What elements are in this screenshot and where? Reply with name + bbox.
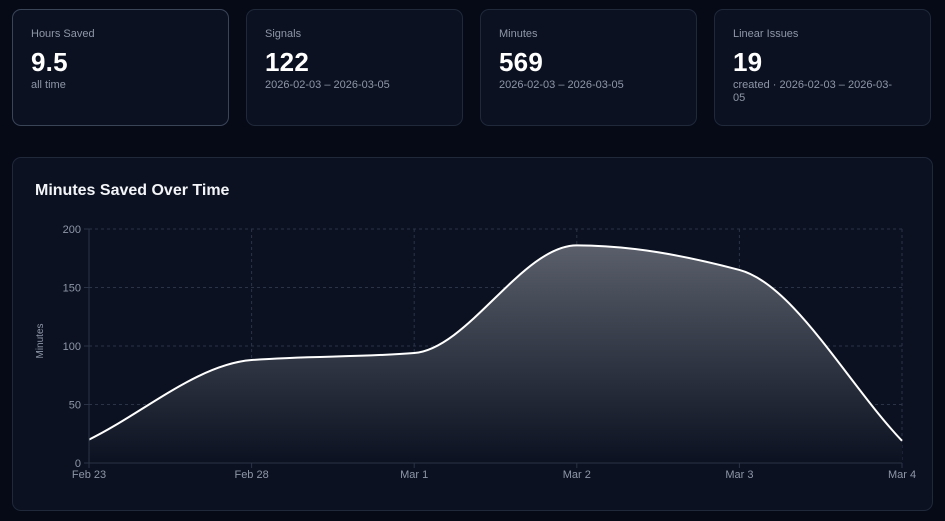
stat-card-linear-issues[interactable]: Linear Issues 19 created · 2026-02-03 – … (714, 9, 931, 126)
y-tick-label: 50 (69, 400, 81, 412)
stat-value: 569 (499, 47, 543, 77)
chart-area-fill (89, 245, 902, 463)
stat-card-minutes[interactable]: Minutes 569 2026-02-03 – 2026-03-05 (480, 9, 697, 126)
y-tick-label: 100 (63, 341, 81, 353)
stat-card-hours-saved[interactable]: Hours Saved 9.5 all time (12, 9, 229, 126)
x-tick-label: Mar 3 (725, 469, 753, 481)
x-tick-label: Feb 23 (72, 469, 106, 481)
chart-axes: 0 50 100 150 200 Feb 23 Feb 28 Mar 1 Mar 2 Mar 3 M… (63, 224, 916, 481)
stat-card-signals[interactable]: Signals 122 2026-02-03 – 2026-03-05 (246, 9, 463, 126)
stat-value: 19 (733, 47, 763, 77)
area-fill (89, 245, 902, 463)
minutes-saved-chart-card: Minutes Saved Over Time 0 50 100 150 200 Feb … (12, 157, 933, 511)
x-tick-label: Mar 2 (563, 469, 591, 481)
y-tick-label: 0 (75, 458, 81, 470)
stat-label: Signals (265, 28, 302, 40)
y-tick-label: 200 (63, 224, 81, 236)
chart-line (88, 244, 903, 442)
stat-subtext: all time (31, 79, 66, 91)
stat-subtext-line1: created · 2026-02-03 – 2026-03- (733, 79, 892, 91)
stat-subtext: 2026-02-03 – 2026-03-05 (499, 79, 624, 91)
stat-subtext: 2026-02-03 – 2026-03-05 (265, 79, 390, 91)
stat-value: 122 (265, 47, 309, 77)
stat-label: Hours Saved (31, 28, 95, 40)
stat-label: Minutes (499, 28, 538, 40)
x-tick-label: Mar 1 (400, 469, 428, 481)
stat-label: Linear Issues (733, 28, 799, 40)
stat-subtext-line2: 05 (733, 92, 746, 104)
stat-value: 9.5 (31, 47, 68, 77)
series-line-minutes[interactable] (88, 244, 903, 442)
x-tick-label: Feb 28 (234, 469, 268, 481)
stat-subtext: created · 2026-02-03 – 2026-03- 05 (733, 79, 912, 105)
y-tick-label: 150 (63, 283, 81, 295)
chart-title: Minutes Saved Over Time (35, 182, 230, 199)
x-tick-label: Mar 4 (888, 469, 916, 481)
stats-row: Hours Saved 9.5 all time Signals 122 202… (12, 9, 933, 128)
y-axis-title: Minutes (35, 323, 46, 358)
